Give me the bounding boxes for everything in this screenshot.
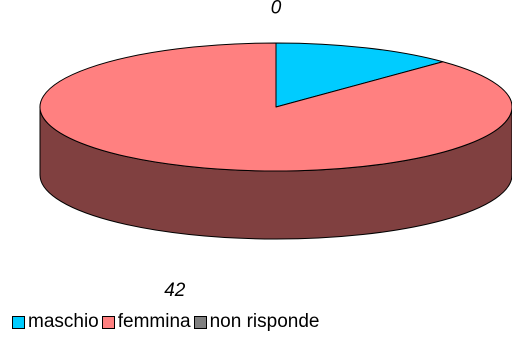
- pie-slices: [39, 42, 512, 172]
- legend-item-non-risponde: non risponde: [193, 311, 320, 333]
- pie-slice-femmina: [39, 42, 512, 172]
- legend-swatch: [193, 315, 207, 329]
- legend-label: non risponde: [209, 311, 320, 332]
- legend-label: femmina: [117, 311, 191, 332]
- data-labels: 6 42 0: [164, 0, 383, 301]
- data-label-maschio: 6: [372, 0, 383, 2]
- data-label-femmina: 42: [164, 280, 186, 301]
- pie-slice-maschio: [275, 42, 444, 108]
- legend-item-maschio: maschio: [12, 311, 99, 333]
- legend-label: maschio: [28, 311, 99, 332]
- data-label-non-risponde: 0: [271, 0, 282, 18]
- legend-swatch: [101, 315, 115, 329]
- legend-item-femmina: femmina: [101, 311, 191, 333]
- legend: maschio femmina non risponde: [12, 311, 322, 333]
- legend-swatch: [12, 315, 25, 329]
